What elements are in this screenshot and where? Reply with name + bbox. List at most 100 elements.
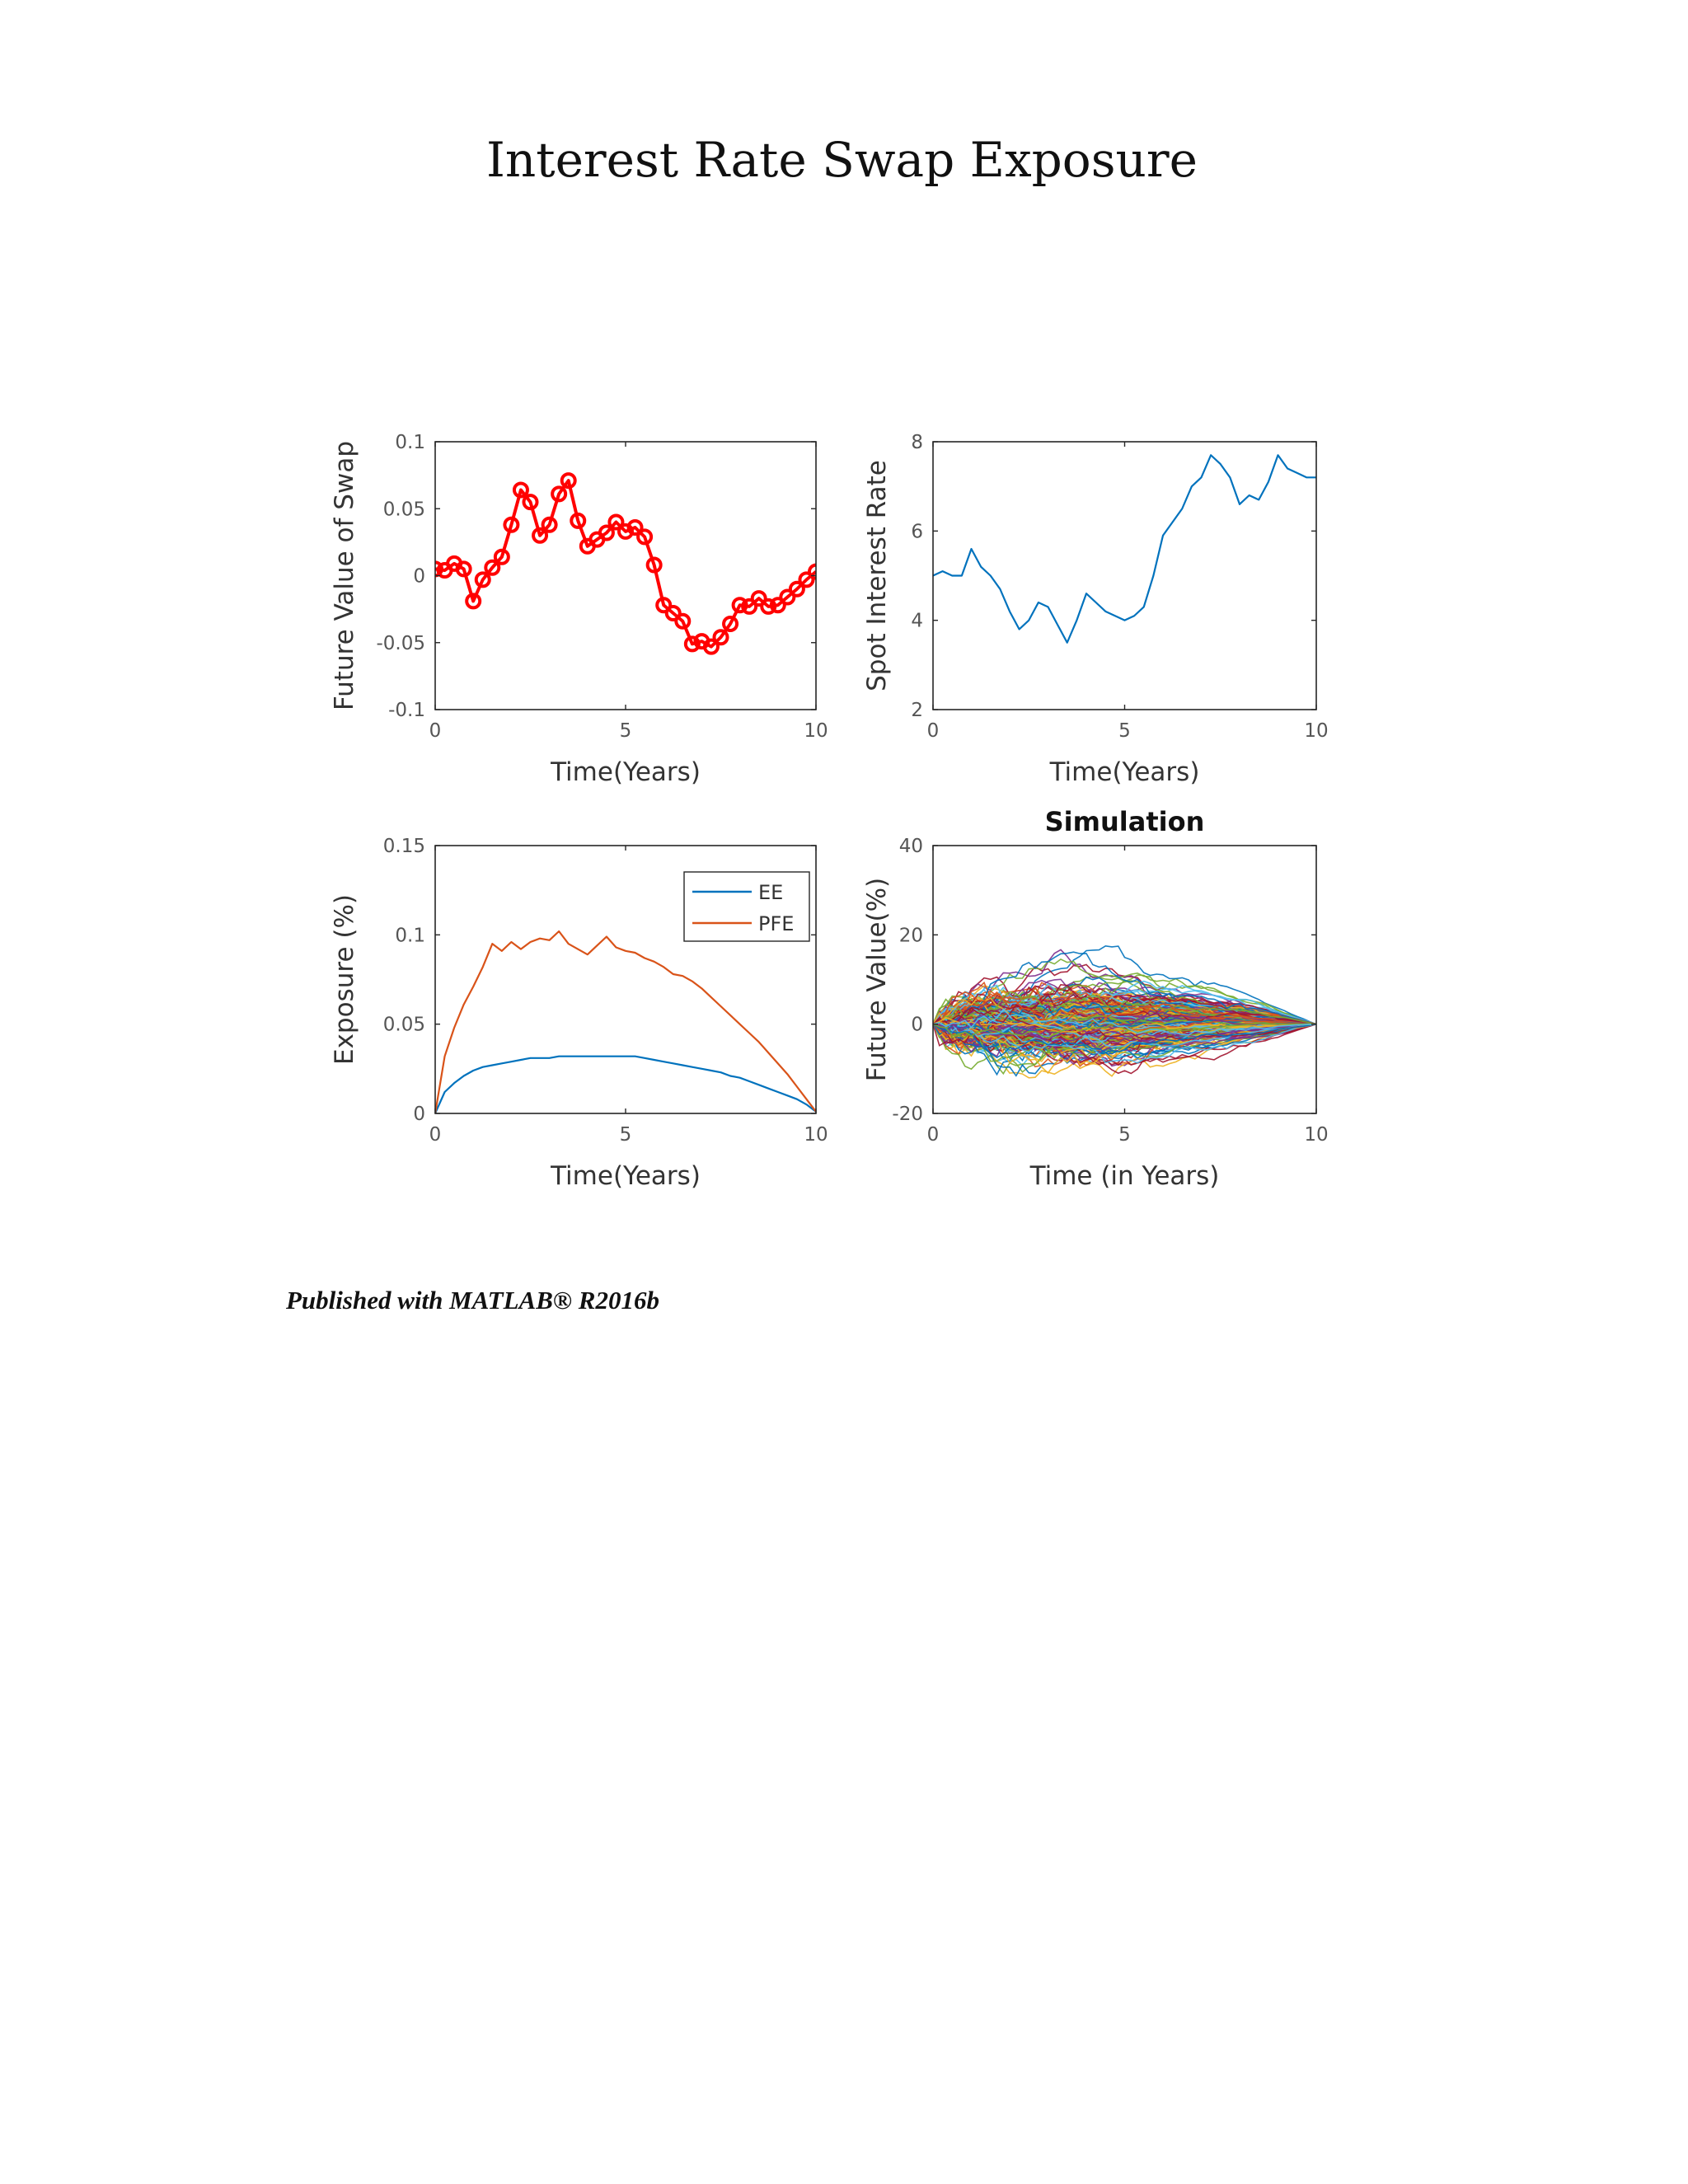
x-tick-label: 10 (804, 720, 828, 742)
y-tick-label: 40 (899, 836, 923, 857)
swap-value-marker (712, 629, 729, 646)
legend-entry-ee: EE (758, 881, 783, 904)
swap-value-marker (551, 485, 568, 503)
swap-value-marker (798, 571, 815, 588)
simulation-path (933, 991, 1316, 1025)
y-tick-label: -0.1 (388, 700, 425, 721)
swap-value-marker (560, 472, 577, 490)
simulation-path (933, 1022, 1316, 1039)
simulation-path (933, 1008, 1316, 1036)
y-axis-label: Spot Interest Rate (862, 460, 892, 691)
swap-value-marker (750, 590, 767, 607)
y-axis-label: Future Value(%) (862, 878, 892, 1081)
page-title: Interest Rate Swap Exposure (486, 132, 1198, 188)
x-axis-label: Time(Years) (550, 1161, 701, 1191)
y-axis-label: Future Value of Swap (330, 441, 359, 710)
published-footer: Published with MATLAB® R2016b (286, 1286, 659, 1315)
exposure-chart: 0 5 10 0 0.05 0.1 0.15 Time(Years) Exposure (%) E… (330, 836, 828, 1191)
swap-value-marker (503, 516, 520, 533)
simulation-path (933, 1021, 1316, 1048)
swap-value-marker (808, 563, 816, 580)
swap-value-marker (455, 560, 472, 578)
swap-value-marker (512, 481, 529, 499)
x-tick-label: 10 (1304, 1124, 1328, 1146)
swap-value-marker (788, 580, 805, 598)
swap-value-marker (570, 512, 587, 529)
series-ee-line (435, 1055, 816, 1113)
spot-rate-line (933, 454, 1316, 644)
simulation-path (933, 1023, 1316, 1059)
simulation-path (933, 982, 1316, 1025)
y-tick-label: 0 (911, 1015, 923, 1036)
simulation-path (933, 987, 1316, 1033)
simulation-path (933, 991, 1316, 1026)
figure: 0 5 10 -0.1 -0.05 0 0.05 0.1 Time(Years) Future V… (330, 432, 1329, 1191)
simulation-path (933, 981, 1316, 1025)
swap-value-marker (636, 528, 654, 546)
y-tick-label: 0.1 (395, 925, 425, 946)
y-tick-label: 8 (911, 432, 923, 453)
y-tick-label: 0.1 (395, 432, 425, 453)
swap-value-marker (626, 519, 644, 536)
swap-value-marker (607, 513, 625, 531)
plot-content (933, 454, 1316, 644)
swap-value-marker (645, 556, 663, 574)
plot-area (933, 442, 1316, 710)
swap-value-marker (532, 527, 549, 544)
swap-value-marker (702, 638, 720, 655)
simulation-path (933, 983, 1316, 1025)
plot-area (435, 442, 816, 710)
plot-content (435, 930, 816, 1113)
x-tick-label: 0 (927, 720, 940, 742)
x-axis-label: Time(Years) (550, 757, 701, 787)
legend: EE PFE (683, 871, 810, 942)
x-tick-label: 10 (1304, 720, 1328, 742)
x-tick-label: 0 (429, 720, 442, 742)
simulation-path (933, 1004, 1316, 1064)
x-tick-label: 10 (804, 1124, 828, 1146)
y-tick-label: 4 (911, 611, 923, 632)
swap-value-marker (760, 598, 777, 615)
swap-value-chart: 0 5 10 -0.1 -0.05 0 0.05 0.1 Time(Years) Future V… (330, 432, 828, 787)
x-tick-label: 5 (620, 1124, 632, 1146)
x-axis-label: Time(Years) (1049, 757, 1200, 787)
spot-rate-chart: 0 5 10 2 4 6 8 Time(Years) Spot Interest Rate (862, 432, 1329, 787)
x-tick-label: 5 (1118, 720, 1131, 742)
swap-value-marker (741, 598, 758, 615)
y-tick-label: 2 (911, 700, 923, 721)
swap-value-marker (598, 524, 615, 541)
y-tick-label: 0.05 (383, 499, 425, 520)
y-axis-label: Exposure (%) (330, 894, 359, 1065)
legend-entry-pfe: PFE (758, 912, 794, 935)
y-tick-label: 20 (899, 925, 923, 946)
y-tick-label: 6 (911, 521, 923, 542)
x-axis-label: Time (in Years) (1029, 1161, 1220, 1191)
swap-value-marker (722, 616, 739, 632)
swap-value-marker (435, 560, 443, 578)
series-pfe-line (435, 930, 816, 1113)
plot-content (435, 472, 816, 655)
swap-value-marker (731, 597, 748, 614)
swap-value-marker (474, 571, 491, 588)
swap-value-marker (655, 597, 673, 614)
x-tick-label: 5 (620, 720, 632, 742)
swap-value-marker (465, 593, 482, 610)
swap-value-line (435, 479, 816, 649)
y-tick-label: 0.05 (383, 1015, 425, 1036)
x-tick-label: 0 (927, 1124, 940, 1146)
swap-value-marker (664, 605, 682, 621)
y-tick-label: 0 (413, 1104, 425, 1125)
swap-value-marker (769, 597, 786, 614)
y-tick-label: 0 (413, 566, 425, 588)
swap-value-marker (541, 516, 558, 533)
x-tick-label: 5 (1118, 1124, 1131, 1146)
swap-value-marker (683, 635, 701, 653)
swap-value-marker (522, 494, 539, 511)
swap-value-marker (484, 559, 501, 576)
chart-title: Simulation (1045, 806, 1205, 837)
legend-box (683, 871, 810, 942)
plot-content (933, 944, 1316, 1079)
y-tick-label: -20 (892, 1104, 923, 1125)
simulation-path (933, 992, 1316, 1025)
